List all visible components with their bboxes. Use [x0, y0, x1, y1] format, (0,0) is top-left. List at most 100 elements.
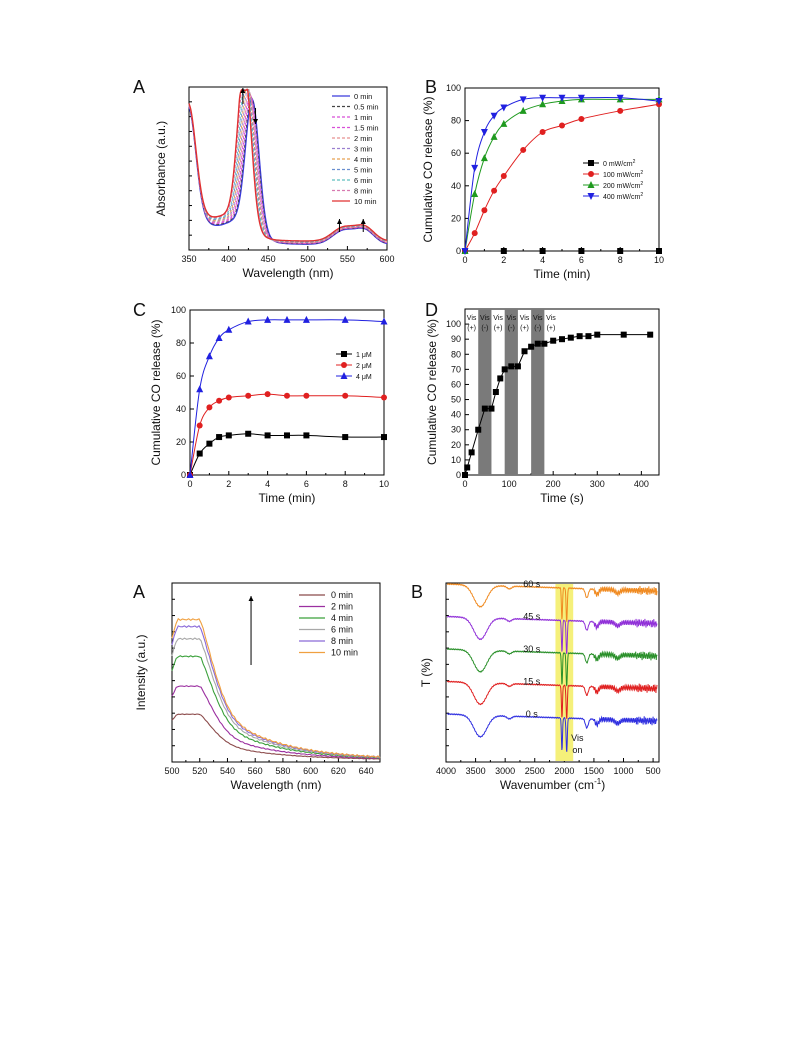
x-tick-label: 4: [540, 255, 545, 265]
data-point: [508, 363, 515, 370]
legend-label: 2 min: [331, 602, 353, 612]
legend-label: 100 mW/cm2: [603, 170, 643, 179]
band-label-bottom: (-): [481, 325, 488, 332]
data-point: [567, 334, 574, 341]
legend-label-text: 200 mW/cm: [603, 183, 641, 190]
dark-band: [478, 309, 492, 475]
series-label: 30 s: [523, 644, 541, 654]
data-point: [519, 96, 527, 104]
x-axis-label: Wavelength (nm): [243, 266, 334, 280]
x-tick-label: 3000: [495, 766, 515, 776]
data-point: [539, 248, 546, 254]
data-point: [647, 331, 654, 338]
x-axis-label-suffix: ): [601, 778, 605, 792]
series-line: [464, 334, 651, 476]
data-point: [539, 94, 547, 102]
legend-label: 400 mW/cm2: [603, 192, 643, 201]
series-line: [188, 95, 388, 244]
data-point: [559, 122, 565, 129]
data-point: [594, 331, 601, 338]
series-line: [171, 617, 381, 759]
x-tick-label: 500: [300, 254, 315, 264]
data-point: [491, 187, 498, 194]
legend-label-sup: 2: [640, 170, 643, 176]
dark-band: [531, 309, 545, 475]
legend-marker: [588, 171, 594, 177]
legend-marker: [340, 372, 348, 379]
data-point: [245, 430, 252, 437]
band-label-top: Vis: [533, 315, 543, 322]
plot-frame: [464, 87, 660, 252]
legend-label-text: 100 mW/cm: [603, 172, 641, 179]
x-tick-label: 2500: [525, 766, 545, 776]
band-label-top: Vis: [480, 315, 490, 322]
series-line: [446, 615, 658, 655]
series-line: [447, 647, 658, 687]
x-axis-label: Time (min): [259, 491, 316, 505]
data-point: [283, 315, 291, 323]
legend-label-text: 2 μM: [356, 363, 372, 370]
data-point: [578, 248, 585, 254]
data-point: [264, 315, 272, 323]
data-point: [617, 107, 624, 114]
plot-frame: [464, 308, 660, 476]
data-point: [481, 207, 488, 214]
data-point: [225, 394, 232, 401]
panel-label: C: [133, 300, 146, 320]
data-point: [302, 315, 310, 323]
data-point: [215, 334, 223, 342]
legend-label: 1.5 min: [354, 124, 379, 133]
legend-label-text: 4 μM: [356, 374, 372, 381]
legend-marker: [341, 362, 347, 368]
data-point: [541, 340, 548, 347]
dark-band: [504, 309, 518, 475]
x-axis-label: Time (s): [540, 491, 584, 505]
data-point: [186, 471, 194, 478]
x-tick-label: 0: [187, 479, 192, 489]
data-point: [461, 248, 469, 255]
y-axis-label: Cumulative CO release (%): [425, 319, 439, 465]
legend-label: 4 μM: [356, 374, 372, 381]
data-point: [381, 434, 387, 441]
x-tick-label: 6: [579, 255, 584, 265]
data-point: [481, 405, 488, 412]
y-tick-label: 40: [451, 181, 461, 191]
data-point: [519, 106, 527, 114]
data-point: [514, 363, 521, 370]
legend-marker: [587, 193, 595, 200]
chart-panel-3: 0 100 200 300 400 0 10 20 30 40 50 60 70 80 90 100 Time …: [425, 300, 660, 505]
data-point: [196, 422, 203, 429]
x-tick-label: 2000: [554, 766, 574, 776]
data-point: [500, 119, 508, 127]
trend-arrow-head: [336, 219, 342, 224]
band-label-top: Vis: [467, 315, 477, 322]
data-point: [528, 343, 535, 350]
legend-label-text: 400 mW/cm: [603, 194, 641, 201]
data-point: [206, 404, 213, 411]
data-point: [520, 146, 527, 153]
band-label-top: Vis: [546, 315, 556, 322]
data-point: [616, 94, 624, 102]
series-label: 0 s: [526, 709, 539, 719]
legend-marker: [587, 181, 595, 188]
legend-label-sup: 2: [640, 192, 643, 198]
x-tick-label: 520: [192, 766, 207, 776]
data-point: [490, 112, 498, 120]
x-tick-label: 640: [359, 766, 374, 776]
data-point: [534, 340, 541, 347]
data-point: [471, 189, 479, 197]
series-line: [446, 713, 658, 752]
x-tick-label: 0: [462, 479, 467, 489]
data-point: [216, 397, 223, 404]
x-tick-label: 540: [220, 766, 235, 776]
legend-label: 200 mW/cm2: [603, 181, 643, 190]
data-point: [500, 248, 507, 254]
panel-label: A: [133, 582, 145, 602]
plot-frame: [445, 582, 660, 763]
x-tick-label: 2: [501, 255, 506, 265]
data-point: [381, 394, 387, 401]
series-line: [188, 97, 388, 245]
legend-label: 0 min: [331, 590, 353, 600]
series-line: [171, 685, 381, 760]
